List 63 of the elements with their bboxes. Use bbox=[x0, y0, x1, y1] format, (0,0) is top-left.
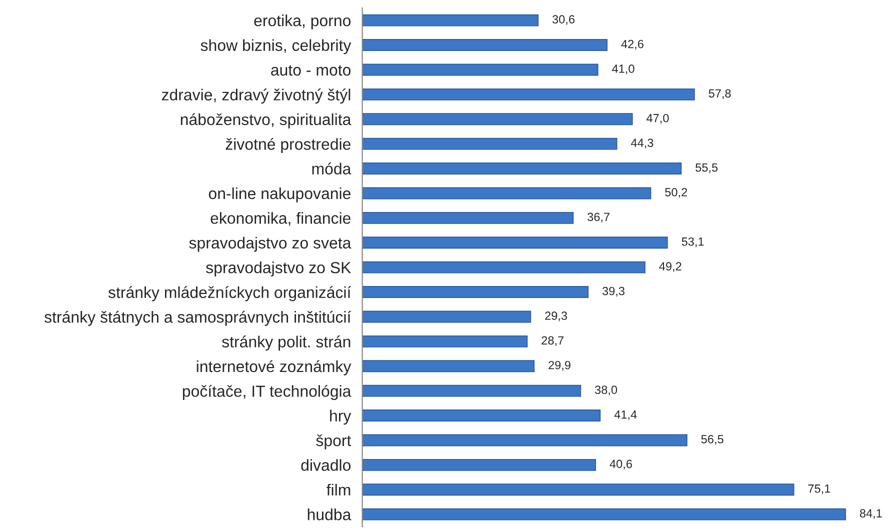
bar bbox=[362, 212, 574, 224]
bar bbox=[362, 384, 582, 397]
bar bbox=[362, 88, 695, 100]
y-tick-label: on-line nakupovanie bbox=[208, 187, 350, 202]
data-label: 75,1 bbox=[808, 484, 830, 494]
bar bbox=[362, 236, 668, 249]
y-tick-label: náboženstvo, spiritualita bbox=[180, 113, 352, 128]
y-tick-label: hry bbox=[330, 410, 352, 425]
data-label: 41,0 bbox=[612, 64, 634, 74]
y-tick-label: hudba bbox=[308, 508, 352, 520]
y-tick-label: stránky polit. strán bbox=[222, 336, 350, 351]
y-tick-label: zdravie, zdravý životný štýl bbox=[162, 88, 350, 104]
bar bbox=[362, 113, 633, 126]
data-label: 39,3 bbox=[602, 286, 624, 297]
y-tick-label: stránky štátnych a samosprávnych inštitúcií bbox=[44, 310, 352, 326]
y-tick-label: počítače, IT technológia bbox=[182, 384, 352, 400]
y-tick-label: divadlo bbox=[301, 459, 351, 471]
data-label: 30,6 bbox=[552, 15, 574, 25]
data-label: 50,2 bbox=[665, 188, 688, 198]
y-tick-label: móda bbox=[312, 162, 352, 174]
bar bbox=[362, 434, 688, 446]
data-label: 38,0 bbox=[594, 386, 618, 396]
bar bbox=[362, 187, 652, 200]
data-label: 29,9 bbox=[548, 360, 570, 371]
data-label: 55,5 bbox=[696, 163, 718, 174]
bar bbox=[362, 39, 608, 52]
data-label: 42,6 bbox=[621, 40, 644, 50]
data-label: 47,0 bbox=[646, 114, 669, 124]
data-label: 40,6 bbox=[610, 460, 632, 470]
bar bbox=[362, 458, 596, 471]
data-label: 29,3 bbox=[545, 312, 568, 322]
bar bbox=[362, 286, 589, 298]
y-tick-label: ekonomika, financie bbox=[210, 212, 350, 226]
data-label: 28,7 bbox=[542, 336, 564, 346]
bar bbox=[362, 64, 598, 76]
bar bbox=[362, 310, 532, 323]
bar bbox=[362, 261, 646, 274]
bar bbox=[362, 162, 682, 175]
data-label: 44,3 bbox=[631, 138, 654, 148]
data-label: 36,7 bbox=[588, 212, 610, 222]
data-label: 49,2 bbox=[659, 262, 682, 272]
data-label: 41,4 bbox=[614, 410, 637, 420]
bar bbox=[362, 484, 794, 496]
data-label: 84,1 bbox=[860, 509, 882, 519]
bar bbox=[362, 360, 535, 372]
y-tick-label: show biznis, celebrity bbox=[200, 39, 352, 54]
y-tick-label: životné prostredie bbox=[226, 138, 350, 154]
y-tick-label: spravodajstvo zo SK bbox=[206, 262, 352, 276]
bar bbox=[362, 14, 539, 26]
data-label: 56,5 bbox=[701, 435, 724, 445]
y-tick-label: internetové zoznámky bbox=[196, 360, 352, 376]
y-tick-label: erotika, porno bbox=[254, 14, 351, 30]
bar bbox=[362, 138, 618, 150]
bar bbox=[362, 508, 846, 520]
bar bbox=[362, 410, 601, 422]
data-label: 53,1 bbox=[682, 237, 704, 248]
y-tick-label: auto - moto bbox=[271, 65, 351, 76]
data-label: 57,8 bbox=[708, 89, 731, 99]
y-tick-label: spravodajstvo zo sveta bbox=[189, 236, 352, 252]
y-tick-label: film bbox=[326, 484, 350, 496]
y-tick-label: stránky mládežníckych organizácií bbox=[108, 286, 352, 302]
y-tick-label: šport bbox=[316, 434, 352, 450]
bar bbox=[362, 335, 528, 348]
